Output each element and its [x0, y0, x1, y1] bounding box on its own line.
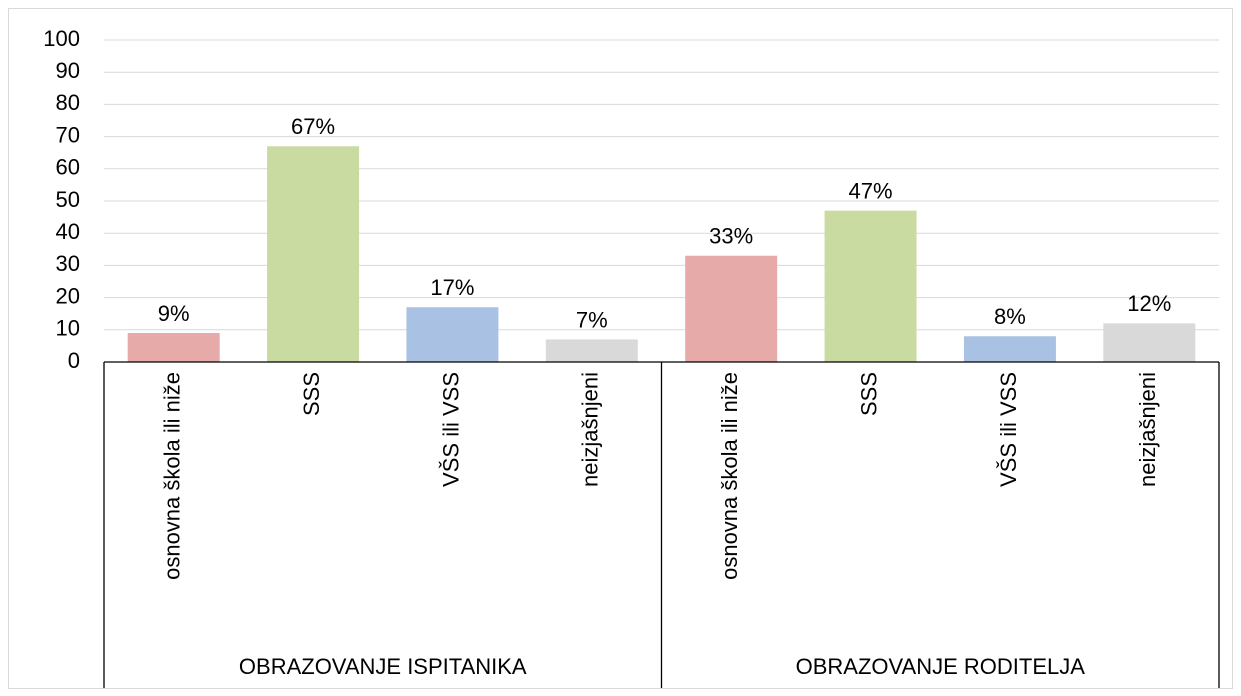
- y-tick-label: 100: [43, 26, 80, 51]
- y-tick-label: 70: [56, 122, 80, 147]
- y-tick-label: 60: [56, 155, 80, 180]
- x-tick-label: neizjašnjeni: [1135, 372, 1160, 487]
- y-tick-label: 90: [56, 58, 80, 83]
- value-label: 9%: [158, 301, 190, 326]
- bar: [406, 307, 499, 362]
- x-tick-label: VŠS ili VSS: [996, 372, 1021, 487]
- bar: [545, 339, 638, 362]
- value-label: 33%: [709, 224, 753, 249]
- value-label: 67%: [291, 114, 335, 139]
- value-label: 12%: [1127, 291, 1171, 316]
- value-label: 17%: [430, 275, 474, 300]
- y-tick-label: 10: [56, 316, 80, 341]
- value-label: 8%: [994, 304, 1026, 329]
- bar: [267, 146, 360, 362]
- bar: [1103, 323, 1196, 362]
- y-tick-label: 20: [56, 283, 80, 308]
- y-tick-label: 80: [56, 90, 80, 115]
- x-tick-label: neizjašnjeni: [578, 372, 603, 487]
- x-tick-label: osnovna škola ili niže: [717, 372, 742, 580]
- value-label: 7%: [576, 307, 608, 332]
- y-tick-label: 30: [56, 251, 80, 276]
- bar: [685, 255, 778, 362]
- value-label: 47%: [849, 178, 893, 203]
- x-tick-label: osnovna škola ili niže: [160, 372, 185, 580]
- y-tick-label: 40: [56, 219, 80, 244]
- group-label: OBRAZOVANJE ISPITANIKA: [239, 654, 527, 679]
- x-tick-label: SSS: [299, 372, 324, 416]
- bar: [127, 333, 220, 362]
- bar: [824, 210, 917, 362]
- y-tick-label: 0: [68, 348, 80, 373]
- x-tick-label: SSS: [856, 372, 881, 416]
- x-tick-label: VŠS ili VSS: [438, 372, 463, 487]
- bar: [963, 336, 1056, 362]
- y-tick-label: 50: [56, 187, 80, 212]
- group-label: OBRAZOVANJE RODITELJA: [796, 654, 1086, 679]
